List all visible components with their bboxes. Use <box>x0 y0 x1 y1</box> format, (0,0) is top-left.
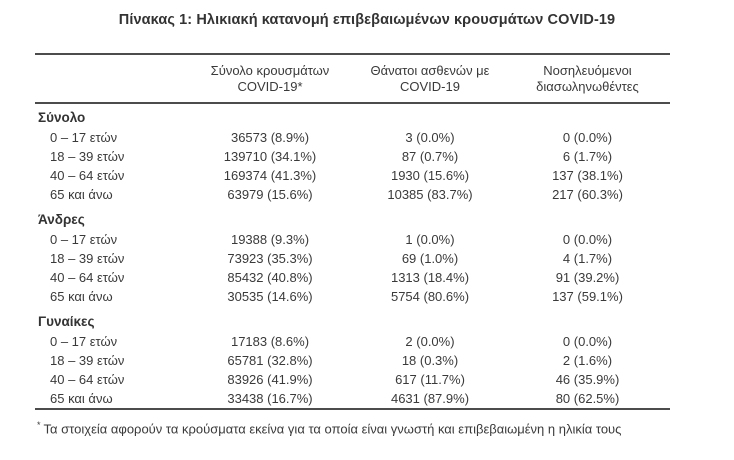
row-label: 65 και άνω <box>50 187 113 202</box>
section-header-total: Σύνολο <box>38 110 86 125</box>
section-men: Άνδρες 0 – 17 ετών 19388 (9.3%) 1 (0.0%)… <box>35 210 670 306</box>
cell-total-cases: 19388 (9.3%) <box>230 232 310 247</box>
row-label: 18 – 39 ετών <box>50 251 125 266</box>
cell-deaths: 69 (1.0%) <box>401 251 459 266</box>
cell-intubated: 217 (60.3%) <box>552 187 623 202</box>
row-label: 40 – 64 ετών <box>50 372 125 387</box>
cell-intubated: 91 (39.2%) <box>555 270 620 285</box>
cell-total-cases: 169374 (41.3%) <box>223 168 317 183</box>
column-header-deaths-line2: COVID-19 <box>400 79 460 94</box>
table-row: 40 – 64 ετών 85432 (40.8%) 1313 (18.4%) … <box>35 268 670 287</box>
cell-deaths: 4631 (87.9%) <box>390 391 470 406</box>
row-label: 40 – 64 ετών <box>50 270 125 285</box>
cell-deaths: 5754 (80.6%) <box>390 289 470 304</box>
footnote: * Τα στοιχεία αφορούν τα κρούσματα εκείνα… <box>37 417 734 437</box>
cell-total-cases: 85432 (40.8%) <box>227 270 313 285</box>
cell-intubated: 0 (0.0%) <box>562 232 613 247</box>
cell-deaths: 1313 (18.4%) <box>390 270 470 285</box>
cell-intubated: 0 (0.0%) <box>562 130 613 145</box>
table-row: 18 – 39 ετών 139710 (34.1%) 87 (0.7%) 6 … <box>35 147 670 166</box>
cell-total-cases: 139710 (34.1%) <box>223 149 317 164</box>
table-header-row: Σύνολο κρουσμάτων COVID-19* Θάνατοι ασθε… <box>35 53 670 104</box>
footnote-text: Τα στοιχεία αφορούν τα κρούσματα εκείνα … <box>43 421 622 437</box>
cell-deaths: 10385 (83.7%) <box>387 187 473 202</box>
cell-deaths: 3 (0.0%) <box>405 130 455 145</box>
table-body: Σύνολο 0 – 17 ετών 36573 (8.9%) 3 (0.0%)… <box>35 108 670 410</box>
cell-intubated: 2 (1.6%) <box>562 353 613 368</box>
table-row: 65 και άνω 33438 (16.7%) 4631 (87.9%) 80… <box>35 389 670 408</box>
cell-deaths: 2 (0.0%) <box>405 334 455 349</box>
column-header-intubated-line1: Νοσηλευόμενοι <box>543 63 632 78</box>
table-row: 65 και άνω 30535 (14.6%) 5754 (80.6%) 13… <box>35 287 670 306</box>
cell-total-cases: 83926 (41.9%) <box>227 372 313 387</box>
column-header-intubated: Νοσηλευόμενοι διασωληνωθέντες <box>505 63 670 95</box>
cell-intubated: 46 (35.9%) <box>555 372 620 387</box>
page-title: Πίνακας 1: Ηλικιακή κατανομή επιβεβαιωμέ… <box>118 12 616 28</box>
cell-deaths: 1930 (15.6%) <box>390 168 470 183</box>
row-label: 65 και άνω <box>50 289 113 304</box>
table-row: 0 – 17 ετών 17183 (8.6%) 2 (0.0%) 0 (0.0… <box>35 332 670 351</box>
table-row: 65 και άνω 63979 (15.6%) 10385 (83.7%) 2… <box>35 185 670 204</box>
column-header-intubated-line2: διασωληνωθέντες <box>536 79 639 94</box>
row-label: 0 – 17 ετών <box>50 232 118 247</box>
cell-intubated: 6 (1.7%) <box>562 149 613 164</box>
cell-intubated: 4 (1.7%) <box>562 251 613 266</box>
covid-age-table: Σύνολο κρουσμάτων COVID-19* Θάνατοι ασθε… <box>35 53 670 410</box>
section-women: Γυναίκες 0 – 17 ετών 17183 (8.6%) 2 (0.0… <box>35 312 670 408</box>
table-row: 0 – 17 ετών 36573 (8.9%) 3 (0.0%) 0 (0.0… <box>35 128 670 147</box>
cell-total-cases: 65781 (32.8%) <box>227 353 313 368</box>
table-row: 40 – 64 ετών 169374 (41.3%) 1930 (15.6%)… <box>35 166 670 185</box>
column-header-total-cases-line1: Σύνολο κρουσμάτων <box>210 63 330 78</box>
cell-total-cases: 17183 (8.6%) <box>230 334 310 349</box>
row-label: 0 – 17 ετών <box>50 130 118 145</box>
cell-total-cases: 63979 (15.6%) <box>227 187 313 202</box>
cell-intubated: 0 (0.0%) <box>562 334 613 349</box>
column-header-total-cases-line2: COVID-19* <box>237 79 303 94</box>
column-header-deaths: Θάνατοι ασθενών με COVID-19 <box>355 63 505 95</box>
cell-intubated: 137 (59.1%) <box>552 289 623 304</box>
cell-total-cases: 30535 (14.6%) <box>227 289 313 304</box>
cell-intubated: 137 (38.1%) <box>552 168 623 183</box>
cell-deaths: 87 (0.7%) <box>401 149 459 164</box>
row-label: 18 – 39 ετών <box>50 149 125 164</box>
cell-intubated: 80 (62.5%) <box>555 391 620 406</box>
cell-total-cases: 73923 (35.3%) <box>227 251 313 266</box>
section-header-men: Άνδρες <box>38 212 85 227</box>
cell-deaths: 1 (0.0%) <box>405 232 455 247</box>
cell-total-cases: 33438 (16.7%) <box>227 391 313 406</box>
cell-deaths: 617 (11.7%) <box>395 372 465 387</box>
table-row: 40 – 64 ετών 83926 (41.9%) 617 (11.7%) 4… <box>35 370 670 389</box>
section-header-women: Γυναίκες <box>38 314 95 329</box>
row-label: 0 – 17 ετών <box>50 334 118 349</box>
cell-total-cases: 36573 (8.9%) <box>230 130 310 145</box>
table-row: 18 – 39 ετών 73923 (35.3%) 69 (1.0%) 4 (… <box>35 249 670 268</box>
column-header-deaths-line1: Θάνατοι ασθενών με <box>370 63 490 78</box>
row-label: 40 – 64 ετών <box>50 168 125 183</box>
row-label: 65 και άνω <box>50 391 113 406</box>
column-header-total-cases: Σύνολο κρουσμάτων COVID-19* <box>185 63 355 95</box>
section-total: Σύνολο 0 – 17 ετών 36573 (8.9%) 3 (0.0%)… <box>35 108 670 204</box>
row-label: 18 – 39 ετών <box>50 353 125 368</box>
table-row: 18 – 39 ετών 65781 (32.8%) 18 (0.3%) 2 (… <box>35 351 670 370</box>
footnote-asterisk-marker: * <box>37 420 41 430</box>
table-row: 0 – 17 ετών 19388 (9.3%) 1 (0.0%) 0 (0.0… <box>35 230 670 249</box>
cell-deaths: 18 (0.3%) <box>401 353 459 368</box>
